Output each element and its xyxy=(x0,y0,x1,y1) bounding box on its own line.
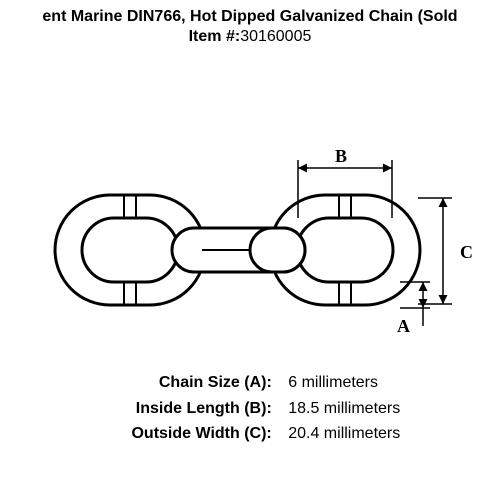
spec-value: 6 millimeters xyxy=(288,370,428,396)
spec-row: Outside Width (C): 20.4 millimeters xyxy=(0,421,500,447)
spec-label: Chain Size (A): xyxy=(72,370,272,396)
spec-row: Chain Size (A): 6 millimeters xyxy=(0,370,500,396)
item-number: 30160005 xyxy=(240,28,311,45)
spec-value: 18.5 millimeters xyxy=(288,396,428,422)
svg-text:A: A xyxy=(397,316,410,336)
svg-text:C: C xyxy=(460,242,473,262)
item-line: Item #:30160005 xyxy=(0,28,500,46)
chain-diagram: B C A xyxy=(0,70,500,340)
specifications: Chain Size (A): 6 millimeters Inside Len… xyxy=(0,370,500,447)
spec-value: 20.4 millimeters xyxy=(288,421,428,447)
spec-label: Inside Length (B): xyxy=(72,396,272,422)
header: ent Marine DIN766, Hot Dipped Galvanized… xyxy=(0,0,500,46)
item-label: Item #: xyxy=(189,28,241,45)
spec-label: Outside Width (C): xyxy=(72,421,272,447)
product-title: ent Marine DIN766, Hot Dipped Galvanized… xyxy=(0,8,500,26)
svg-text:B: B xyxy=(335,146,347,166)
spec-row: Inside Length (B): 18.5 millimeters xyxy=(0,396,500,422)
